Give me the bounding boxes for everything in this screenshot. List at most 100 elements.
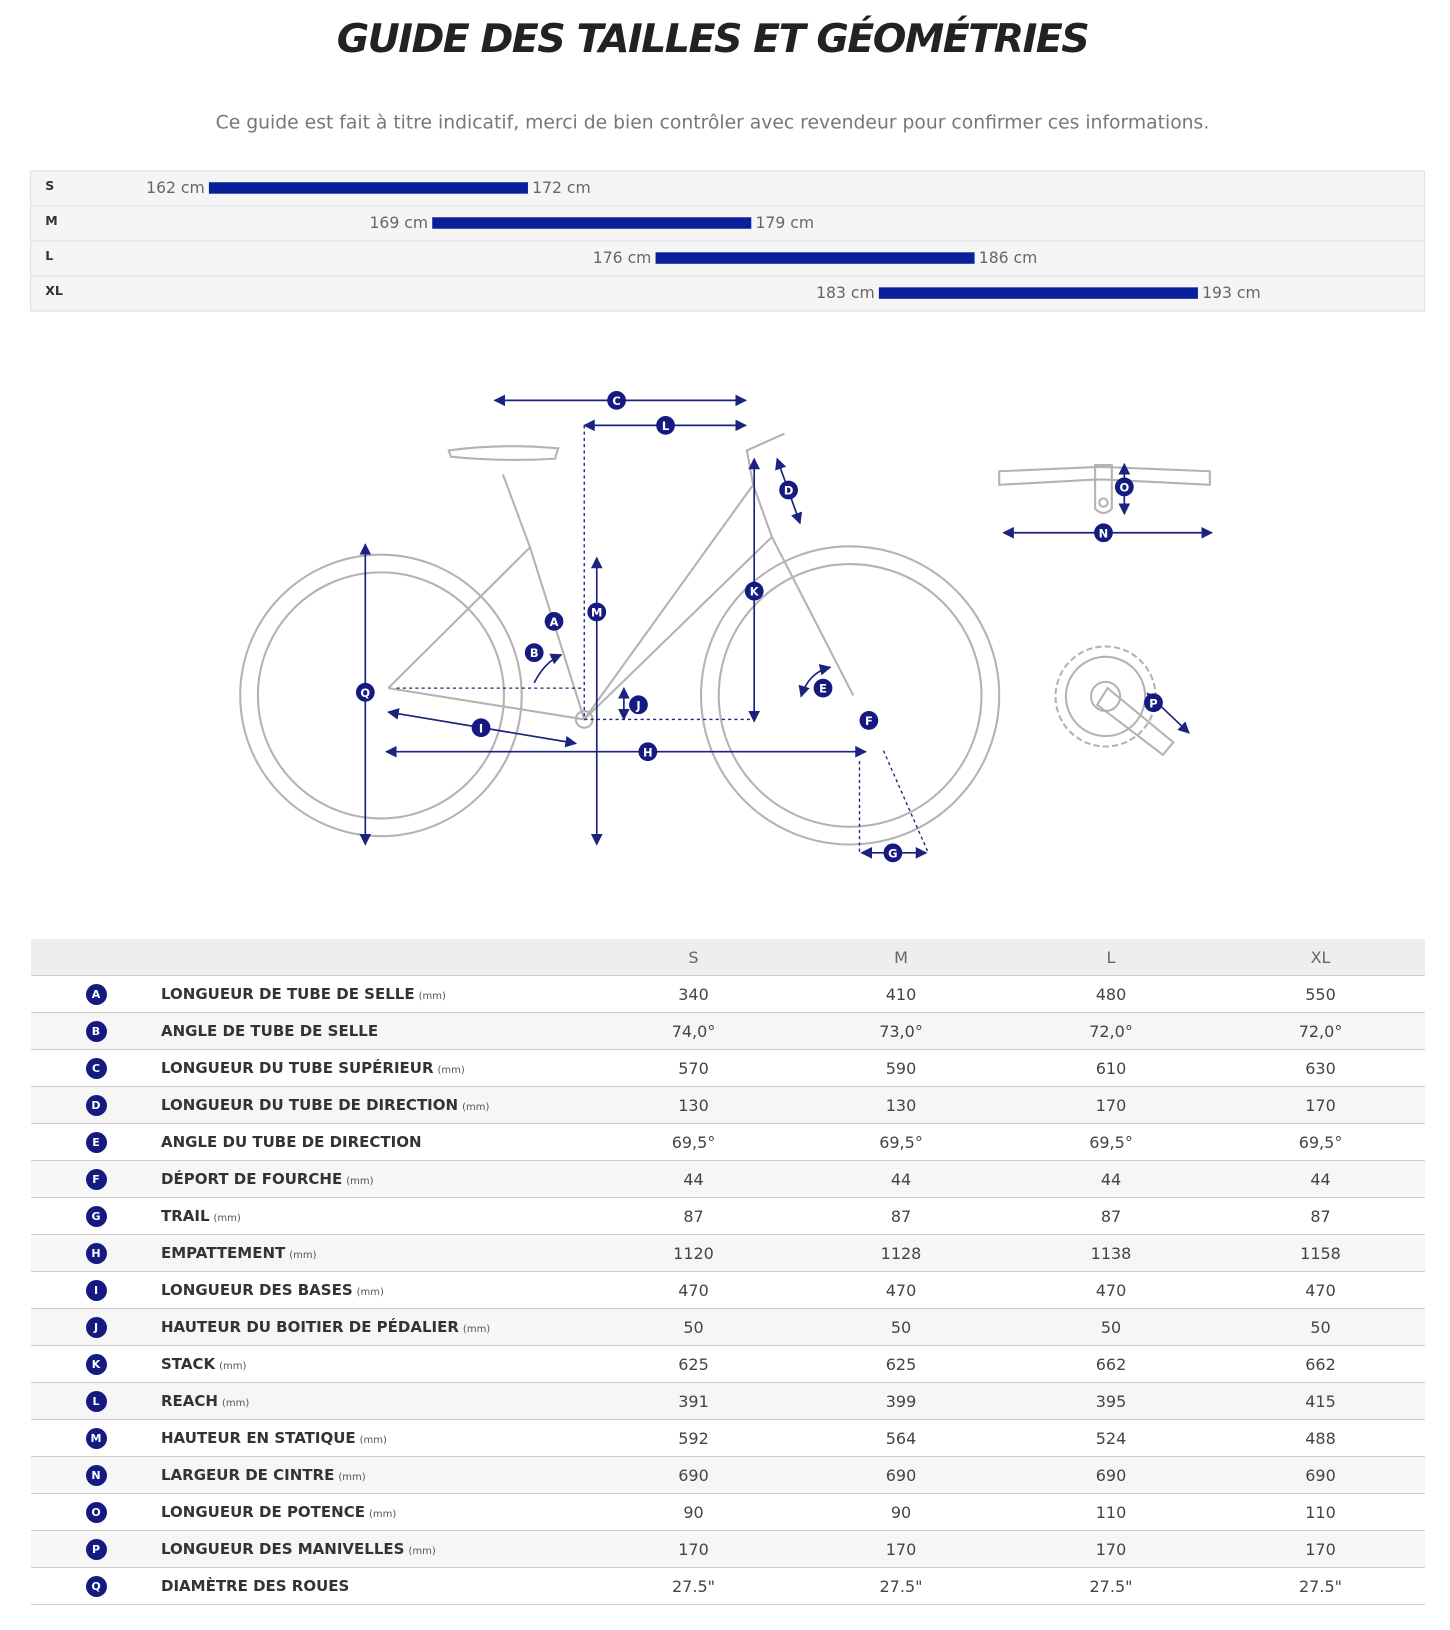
name-cell: LONGUEUR DU TUBE DE DIRECTION (mm) xyxy=(161,1086,591,1124)
value-cell: 662 xyxy=(1006,1345,1216,1383)
diagram-tag xyxy=(1144,693,1163,713)
letter-cell: B xyxy=(31,1012,161,1050)
unit: (mm) xyxy=(219,1361,247,1372)
diagram-letter: J xyxy=(635,698,640,712)
value-cell: 524 xyxy=(1006,1419,1216,1457)
unit: (mm) xyxy=(368,1509,397,1520)
measure-name: DÉPORT DE FOURCHE xyxy=(161,1170,343,1188)
measure-name: STACK xyxy=(161,1355,216,1373)
value-cell: 625 xyxy=(591,1345,796,1383)
diagram-letter: G xyxy=(888,846,897,860)
name-cell: EMPATTEMENT (mm) xyxy=(161,1234,591,1272)
measure-name: HAUTEUR EN STATIQUE xyxy=(161,1429,356,1447)
measure-name: LONGUEUR DE POTENCE xyxy=(161,1503,365,1521)
value-cell: 690 xyxy=(591,1456,796,1494)
value-cell: 170 xyxy=(1006,1086,1216,1124)
measure-name: LONGUEUR DE TUBE DE SELLE xyxy=(161,985,415,1003)
letter-badge: L xyxy=(85,1391,107,1412)
value-cell: 415 xyxy=(1216,1382,1425,1420)
diagram-tag xyxy=(607,390,626,410)
size-bar xyxy=(432,217,752,229)
size-bar xyxy=(208,182,528,194)
diagram-letter: A xyxy=(550,615,559,629)
unit: (mm) xyxy=(359,1435,387,1446)
diagram-tag xyxy=(656,415,675,435)
subtitle: Ce guide est fait à titre indicatif, mer… xyxy=(216,113,1210,134)
size-max: 193 cm xyxy=(1202,283,1261,302)
value-cell: 590 xyxy=(796,1049,1006,1087)
name-cell: STACK (mm) xyxy=(161,1345,591,1383)
table-row: G TRAIL (mm) 87 87 87 87 xyxy=(31,1197,1425,1235)
value-cell: 488 xyxy=(1216,1419,1425,1457)
value-cell: 27.5" xyxy=(591,1567,796,1605)
letter-cell: I xyxy=(31,1271,161,1309)
table-row: O LONGUEUR DE POTENCE (mm) 90 90 110 110 xyxy=(31,1493,1425,1531)
value-cell: 470 xyxy=(591,1271,796,1309)
letter-badge: H xyxy=(85,1243,107,1264)
diagram-labels: A B C D E F G H I J K L M N O P Q xyxy=(355,390,1163,863)
diagram-letter: K xyxy=(750,585,760,599)
name-cell: HAUTEUR DU BOITIER DE PÉDALIER (mm) xyxy=(161,1308,591,1346)
letter-cell: E xyxy=(31,1123,161,1161)
table-row: A LONGUEUR DE TUBE DE SELLE (mm) 340 410 480 5… xyxy=(31,975,1425,1013)
measure-name: TRAIL xyxy=(161,1207,210,1225)
value-cell: 564 xyxy=(796,1419,1006,1457)
measure-name: EMPATTEMENT xyxy=(161,1244,286,1262)
diagram-letter: O xyxy=(1119,480,1129,494)
value-cell: 470 xyxy=(1216,1271,1425,1309)
size-bar xyxy=(655,252,975,264)
value-cell: 44 xyxy=(591,1160,796,1198)
diagram-tag xyxy=(779,480,798,500)
name-cell: LONGUEUR DES MANIVELLES (mm) xyxy=(161,1530,591,1568)
letter-cell: A xyxy=(31,975,161,1013)
value-cell: 87 xyxy=(1006,1197,1216,1235)
letter-badge: F xyxy=(85,1169,107,1190)
name-cell: REACH (mm) xyxy=(161,1382,591,1420)
unit: (mm) xyxy=(338,1472,366,1483)
letter-cell: F xyxy=(31,1160,161,1198)
value-cell: 27.5" xyxy=(1006,1567,1216,1605)
letter-badge: E xyxy=(85,1132,107,1153)
value-cell: 69,5° xyxy=(591,1123,796,1161)
name-cell: TRAIL (mm) xyxy=(161,1197,591,1235)
measure-name: LONGUEUR DES BASES xyxy=(161,1281,353,1299)
diagram-tag xyxy=(1094,523,1113,543)
table-row: J HAUTEUR DU BOITIER DE PÉDALIER (mm) 50 50 5… xyxy=(31,1308,1425,1346)
value-cell: 72,0° xyxy=(1216,1012,1425,1050)
value-cell: 87 xyxy=(796,1197,1006,1235)
column-header: S xyxy=(591,939,796,976)
diagram-letter: Q xyxy=(360,686,370,700)
letter-badge: C xyxy=(85,1058,107,1079)
value-cell: 44 xyxy=(1006,1160,1216,1198)
name-cell: LARGEUR DE CINTRE (mm) xyxy=(161,1456,591,1494)
value-cell: 1128 xyxy=(796,1234,1006,1272)
value-cell: 170 xyxy=(1216,1530,1425,1568)
diagram-tag xyxy=(587,602,607,622)
unit: (mm) xyxy=(462,1324,491,1335)
table-row: F DÉPORT DE FOURCHE (mm) 44 44 44 44 xyxy=(31,1160,1425,1198)
value-cell: 610 xyxy=(1006,1049,1216,1087)
diagram-letter: M xyxy=(591,606,602,620)
diagram-tag xyxy=(524,643,544,663)
diagram-letter: F xyxy=(865,714,873,728)
measure-name: LONGUEUR DES MANIVELLES xyxy=(161,1540,405,1558)
table-row: N LARGEUR DE CINTRE (mm) 690 690 690 690 xyxy=(31,1456,1425,1494)
diagram-tag xyxy=(813,678,833,698)
diagram-letter: P xyxy=(1149,696,1157,710)
name-cell: ANGLE DE TUBE DE SELLE xyxy=(161,1012,591,1050)
letter-cell: O xyxy=(31,1493,161,1531)
diagram-letter: H xyxy=(643,745,653,759)
value-cell: 480 xyxy=(1006,975,1216,1013)
measure-name: LARGEUR DE CINTRE xyxy=(161,1466,335,1484)
value-cell: 130 xyxy=(796,1086,1006,1124)
value-cell: 592 xyxy=(591,1419,796,1457)
letter-cell: Q xyxy=(31,1567,161,1605)
table-row: L REACH (mm) 391 399 395 415 xyxy=(31,1382,1425,1420)
value-cell: 340 xyxy=(591,975,796,1013)
diagram-tag xyxy=(744,581,764,601)
table-row: P LONGUEUR DES MANIVELLES (mm) 170 170 170 170 xyxy=(31,1530,1425,1568)
value-cell: 1120 xyxy=(591,1234,796,1272)
value-cell: 1138 xyxy=(1006,1234,1216,1272)
unit: (mm) xyxy=(418,991,446,1002)
